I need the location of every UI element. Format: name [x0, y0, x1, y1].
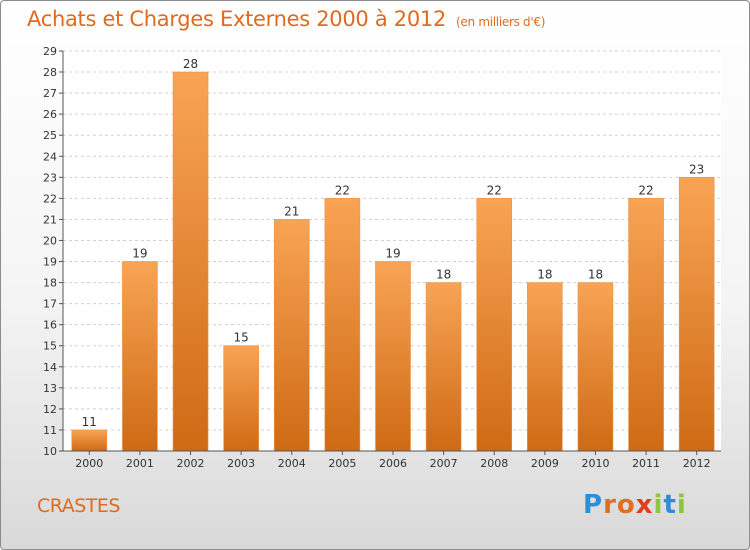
- logo-letter: t: [663, 490, 677, 520]
- y-tick-label: 14: [43, 361, 57, 374]
- logo-letter: i: [676, 490, 687, 520]
- bar: [223, 345, 259, 452]
- y-tick-label: 18: [43, 277, 57, 290]
- x-tick-label: 2000: [75, 457, 103, 470]
- bar: [172, 71, 209, 452]
- data-label: 18: [588, 268, 603, 282]
- logo-letter: i: [653, 490, 664, 520]
- y-tick-label: 16: [43, 319, 57, 332]
- y-tick-label: 15: [43, 340, 57, 353]
- data-label: 19: [385, 247, 400, 261]
- x-tick-label: 2005: [328, 457, 356, 470]
- y-tick-label: 28: [43, 66, 57, 79]
- bar: [273, 219, 310, 452]
- data-label: 22: [638, 183, 653, 197]
- y-tick-label: 13: [43, 382, 57, 395]
- y-tick-label: 23: [43, 171, 57, 184]
- y-tick-label: 10: [43, 445, 57, 458]
- logo-letter: o: [616, 490, 636, 520]
- x-tick-label: 2007: [430, 457, 458, 470]
- x-tick-label: 2002: [177, 457, 205, 470]
- data-label: 19: [132, 247, 147, 261]
- bar: [425, 282, 462, 452]
- data-label: 23: [689, 162, 704, 176]
- commune-name: CRASTES: [37, 495, 120, 517]
- data-label: 22: [335, 183, 350, 197]
- chart-title-text: Achats et Charges Externes 2000 à 2012: [27, 7, 447, 31]
- bar: [375, 261, 411, 452]
- bar: [476, 198, 513, 452]
- bar: [628, 198, 664, 452]
- data-label: 22: [487, 183, 502, 197]
- logo-letter: r: [603, 490, 617, 520]
- x-tick-label: 2006: [379, 457, 407, 470]
- y-tick-label: 12: [43, 403, 57, 416]
- bar: [71, 429, 108, 452]
- x-tick-label: 2001: [126, 457, 154, 470]
- x-tick-label: 2010: [581, 457, 609, 470]
- data-label: 15: [234, 331, 249, 345]
- bar: [527, 282, 563, 452]
- x-tick-label: 2008: [480, 457, 508, 470]
- bar: [122, 261, 158, 452]
- data-label: 11: [82, 415, 97, 429]
- data-label: 28: [183, 57, 198, 71]
- y-tick-label: 19: [43, 256, 57, 269]
- chart-title-unit: (en milliers d'€): [456, 15, 546, 29]
- y-tick-label: 27: [43, 87, 57, 100]
- bar: [577, 282, 614, 452]
- data-label: 18: [537, 268, 552, 282]
- y-tick-label: 22: [43, 192, 57, 205]
- x-tick-label: 2004: [278, 457, 306, 470]
- y-tick-label: 20: [43, 234, 57, 247]
- logo-letter: x: [635, 490, 654, 520]
- y-tick-label: 26: [43, 108, 57, 121]
- y-tick-label: 25: [43, 129, 57, 142]
- bar: [324, 198, 361, 452]
- x-tick-label: 2012: [683, 457, 711, 470]
- y-tick-label: 29: [43, 45, 57, 58]
- y-tick-label: 17: [43, 298, 57, 311]
- y-tick-label: 21: [43, 213, 57, 226]
- data-label: 21: [284, 204, 299, 218]
- y-tick-label: 11: [43, 424, 57, 437]
- x-tick-label: 2003: [227, 457, 255, 470]
- y-tick-label: 24: [43, 150, 57, 163]
- data-label: 18: [436, 268, 451, 282]
- x-tick-label: 2009: [531, 457, 559, 470]
- bar: [678, 177, 715, 452]
- proxiti-logo: Proxiti: [583, 490, 687, 520]
- logo-letter: P: [583, 490, 604, 520]
- chart-title: Achats et Charges Externes 2000 à 2012 (e…: [27, 7, 545, 31]
- x-tick-label: 2011: [632, 457, 660, 470]
